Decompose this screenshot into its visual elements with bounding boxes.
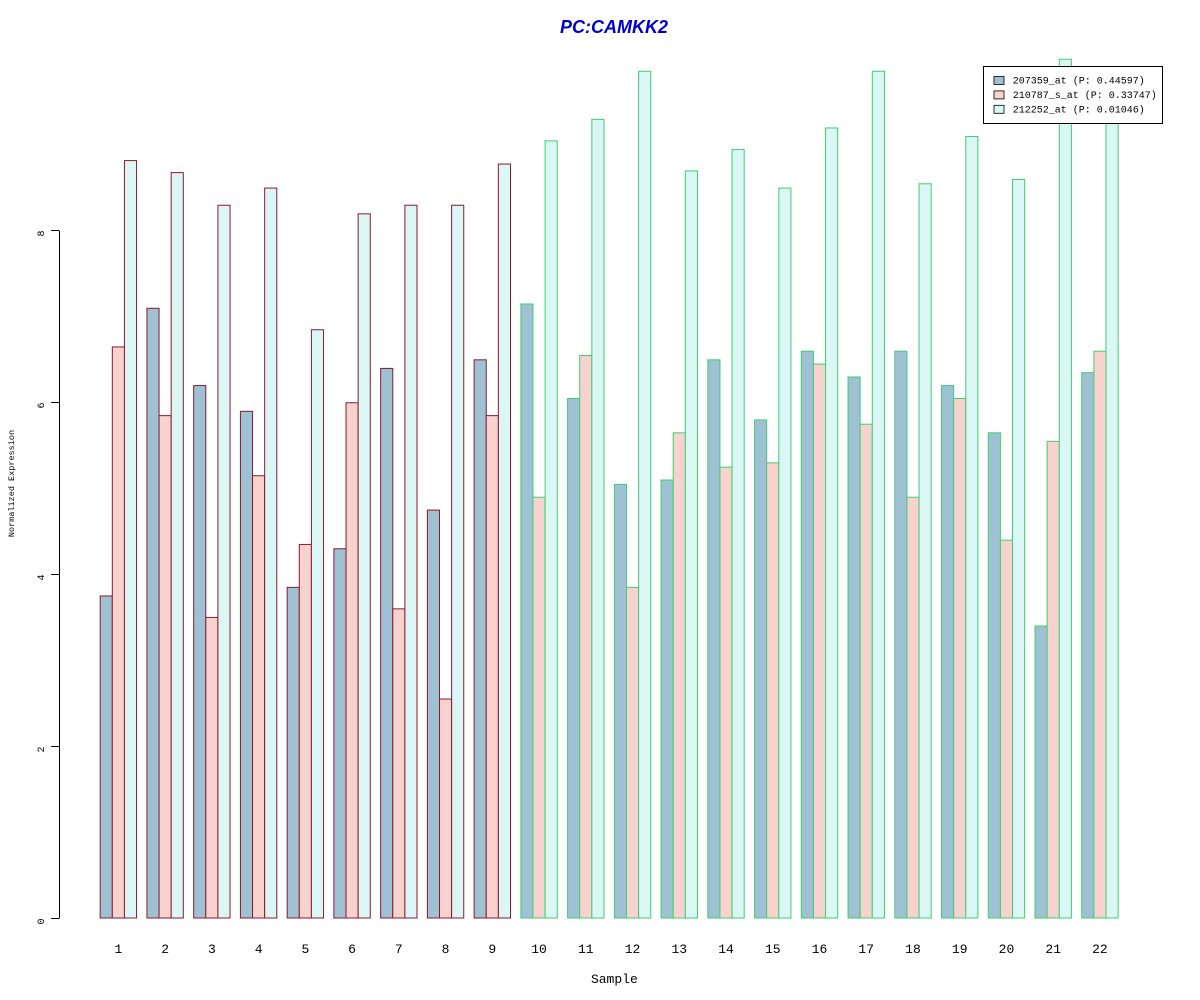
svg-text:19: 19 (952, 942, 968, 957)
svg-text:4: 4 (255, 942, 263, 957)
svg-text:21: 21 (1045, 942, 1061, 957)
svg-text:14: 14 (718, 942, 734, 957)
svg-text:1: 1 (114, 942, 122, 957)
svg-text:20: 20 (999, 942, 1015, 957)
svg-text:3: 3 (208, 942, 216, 957)
svg-text:9: 9 (488, 942, 496, 957)
svg-text:13: 13 (671, 942, 687, 957)
svg-text:5: 5 (301, 942, 309, 957)
svg-text:16: 16 (812, 942, 828, 957)
svg-text:212252_at (P: 0.01046): 212252_at (P: 0.01046) (1013, 105, 1145, 117)
svg-text:18: 18 (905, 942, 921, 957)
svg-text:7: 7 (395, 942, 403, 957)
svg-text:6: 6 (348, 942, 356, 957)
svg-text:2: 2 (37, 746, 48, 752)
svg-text:207359_at (P: 0.44597): 207359_at (P: 0.44597) (1013, 76, 1145, 88)
svg-text:Sample: Sample (591, 972, 638, 987)
svg-text:10: 10 (531, 942, 547, 957)
svg-text:8: 8 (37, 230, 48, 236)
svg-text:6: 6 (37, 402, 48, 408)
svg-text:4: 4 (37, 574, 48, 580)
svg-text:15: 15 (765, 942, 781, 957)
svg-text:0: 0 (37, 918, 48, 924)
svg-text:22: 22 (1092, 942, 1108, 957)
svg-text:2: 2 (161, 942, 169, 957)
svg-text:12: 12 (625, 942, 641, 957)
svg-text:17: 17 (858, 942, 874, 957)
svg-text:8: 8 (442, 942, 450, 957)
svg-text:PC:CAMKK2: PC:CAMKK2 (560, 17, 668, 37)
svg-text:210787_s_at (P: 0.33747): 210787_s_at (P: 0.33747) (1013, 90, 1157, 102)
svg-text:Normalized Expression: Normalized Expression (7, 430, 17, 537)
svg-text:11: 11 (578, 942, 594, 957)
